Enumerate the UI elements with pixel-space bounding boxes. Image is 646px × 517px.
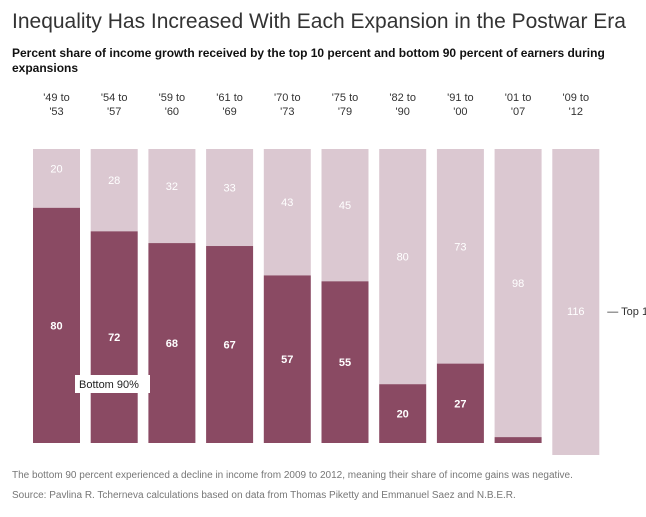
bar-top-10 bbox=[206, 149, 254, 247]
category-label: '49 to bbox=[43, 92, 70, 104]
legend-bottom-90: Bottom 90% bbox=[79, 379, 139, 391]
category-label: '53 bbox=[49, 106, 63, 118]
chart-subtitle: Percent share of income growth received … bbox=[12, 46, 605, 75]
bar-top-10 bbox=[263, 149, 311, 276]
category-label: '61 to bbox=[216, 92, 243, 104]
bottom-90-value-label: 68 bbox=[166, 338, 178, 350]
chart-source: Source: Pavlina R. Tcherneva calculation… bbox=[12, 490, 516, 501]
chart-title: Inequality Has Increased With Each Expan… bbox=[12, 10, 626, 33]
bar-top-10 bbox=[33, 149, 80, 208]
category-label: '75 to bbox=[332, 92, 359, 104]
category-label: '79 bbox=[338, 106, 352, 118]
top-10-value-label: 73 bbox=[454, 241, 466, 253]
category-label: '70 to bbox=[274, 92, 301, 104]
top-10-value-label: 33 bbox=[223, 183, 235, 195]
chart-note: The bottom 90 percent experienced a decl… bbox=[12, 470, 573, 481]
top-10-value-label: 28 bbox=[108, 175, 120, 187]
bar-bottom-90 bbox=[379, 384, 427, 443]
category-label: '57 bbox=[107, 106, 121, 118]
category-label: '01 to bbox=[505, 92, 532, 104]
legend-top-10: — Top 10% bbox=[607, 306, 646, 318]
top-10-value-label: 20 bbox=[50, 163, 62, 175]
category-label: '09 to bbox=[563, 92, 590, 104]
bottom-90-value-label: 67 bbox=[223, 340, 235, 352]
category-label: '82 to bbox=[389, 92, 416, 104]
category-label: '90 bbox=[396, 106, 410, 118]
bottom-90-value-label: 72 bbox=[108, 332, 120, 344]
legend-bottom-90-box bbox=[75, 375, 150, 393]
bar-bottom-90 bbox=[494, 437, 542, 443]
bar-bottom-90 bbox=[321, 281, 369, 443]
bar-bottom-90 bbox=[436, 363, 484, 443]
top-10-value-label: 32 bbox=[166, 181, 178, 193]
bar-top-10 bbox=[90, 149, 138, 232]
category-label: '54 to bbox=[101, 92, 128, 104]
top-10-value-label: 43 bbox=[281, 197, 293, 209]
bottom-90-value-label: 57 bbox=[281, 354, 293, 366]
bottom-90-value-label: 27 bbox=[454, 398, 466, 410]
top-10-value-label: 116 bbox=[567, 306, 585, 318]
bar-top-10 bbox=[148, 149, 196, 244]
top-10-value-label: 45 bbox=[339, 200, 351, 212]
bar-bottom-90 bbox=[206, 246, 254, 443]
category-label: '07 bbox=[511, 106, 525, 118]
category-label: '00 bbox=[453, 106, 467, 118]
top-10-value-label: 98 bbox=[512, 278, 524, 290]
bar-top-10 bbox=[321, 149, 369, 282]
bar-bottom-90 bbox=[33, 207, 80, 443]
top-10-value-label: 80 bbox=[397, 252, 409, 264]
category-label: '69 bbox=[222, 106, 236, 118]
bar-top-10 bbox=[436, 149, 484, 364]
bottom-90-value-label: 80 bbox=[50, 320, 62, 332]
bar-top-10 bbox=[379, 149, 427, 385]
category-label: '91 to bbox=[447, 92, 474, 104]
category-label: '73 bbox=[280, 106, 294, 118]
bar-bottom-90 bbox=[90, 231, 138, 443]
category-label: '60 bbox=[165, 106, 179, 118]
bar-bottom-90 bbox=[148, 243, 196, 443]
bar-bottom-90 bbox=[263, 275, 311, 443]
category-label: '59 to bbox=[159, 92, 186, 104]
bottom-90-value-label: 20 bbox=[397, 409, 409, 421]
bottom-90-value-label: 55 bbox=[339, 357, 351, 369]
category-label: '12 bbox=[569, 106, 583, 118]
bar-top-10 bbox=[494, 149, 542, 438]
bar-top-10 bbox=[552, 149, 600, 455]
